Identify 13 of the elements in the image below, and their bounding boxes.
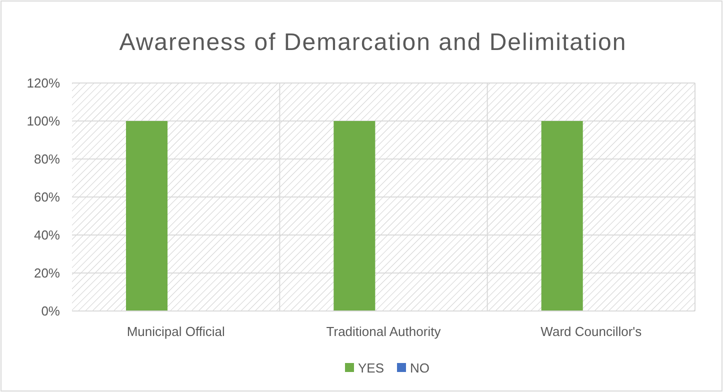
legend-label: NO	[410, 360, 430, 376]
y-tick-label: 80%	[34, 152, 60, 167]
x-tick-label: Ward Councillor's	[540, 324, 642, 339]
y-tick-label: 100%	[26, 114, 60, 129]
y-tick-label: 20%	[34, 266, 60, 281]
chart-title: Awareness of Demarcation and Delimitation	[119, 29, 627, 56]
y-tick-label: 60%	[34, 190, 60, 205]
x-tick-label: Municipal Official	[126, 324, 225, 339]
y-tick-label: 120%	[26, 76, 60, 91]
x-tick-label: Traditional Authority	[326, 324, 442, 339]
legend-label: YES	[358, 360, 384, 376]
y-tick-label: 40%	[34, 228, 60, 243]
y-tick-label: 0%	[41, 304, 60, 319]
